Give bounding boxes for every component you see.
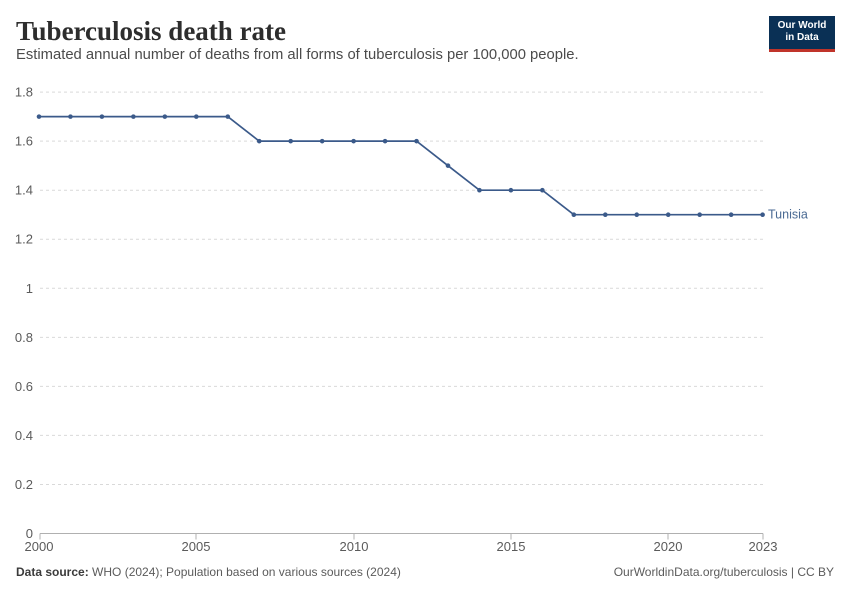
svg-text:2020: 2020: [654, 539, 683, 554]
svg-text:1.6: 1.6: [15, 134, 33, 149]
svg-text:2023: 2023: [749, 539, 778, 554]
svg-text:0.6: 0.6: [15, 379, 33, 394]
svg-text:0.2: 0.2: [15, 477, 33, 492]
svg-text:0.4: 0.4: [15, 428, 33, 443]
svg-text:2000: 2000: [25, 539, 54, 554]
svg-text:2010: 2010: [340, 539, 369, 554]
svg-text:1.4: 1.4: [15, 183, 33, 198]
svg-text:1.2: 1.2: [15, 232, 33, 247]
svg-text:1: 1: [26, 281, 33, 296]
svg-text:1.8: 1.8: [15, 85, 33, 100]
svg-text:0.8: 0.8: [15, 330, 33, 345]
svg-text:2005: 2005: [182, 539, 211, 554]
svg-text:2015: 2015: [497, 539, 526, 554]
svg-text:Tunisia: Tunisia: [768, 208, 808, 222]
